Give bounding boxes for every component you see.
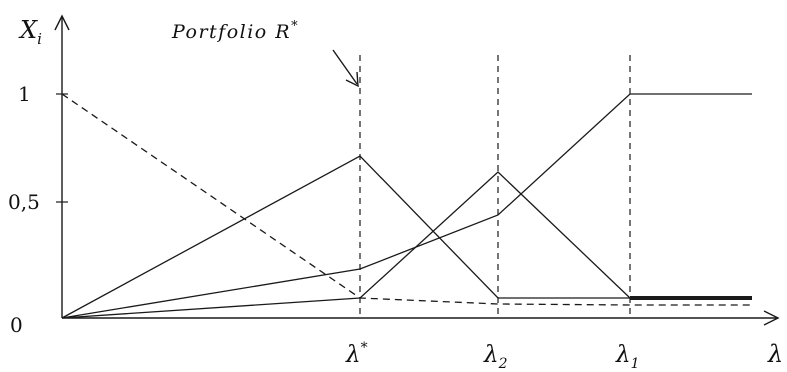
asset-line-c [61, 93, 752, 319]
y-axis-label: Xi [18, 16, 42, 48]
y-tick-label-half: 0,5 [8, 190, 40, 214]
annotation-arrow-icon [332, 49, 358, 85]
x-marker-lambda-star: λ* [345, 340, 368, 368]
x-axis-label: λ [767, 340, 783, 368]
annotation-arrowhead-icon [345, 71, 359, 88]
asset-line-a [61, 155, 752, 319]
asset-line-b [61, 171, 631, 319]
y-tick-label-0: 0 [10, 313, 23, 337]
asset-line-dashed [61, 93, 752, 306]
portfolio-annotation: Portfolio R* [171, 19, 299, 43]
y-axis-arrow-icon [54, 14, 70, 31]
y-tick-label-1: 1 [18, 82, 31, 106]
x-marker-lambda-1: λ1 [615, 342, 640, 372]
x-axis-arrow-icon [763, 310, 780, 326]
x-marker-lambda-2: λ2 [483, 342, 508, 372]
